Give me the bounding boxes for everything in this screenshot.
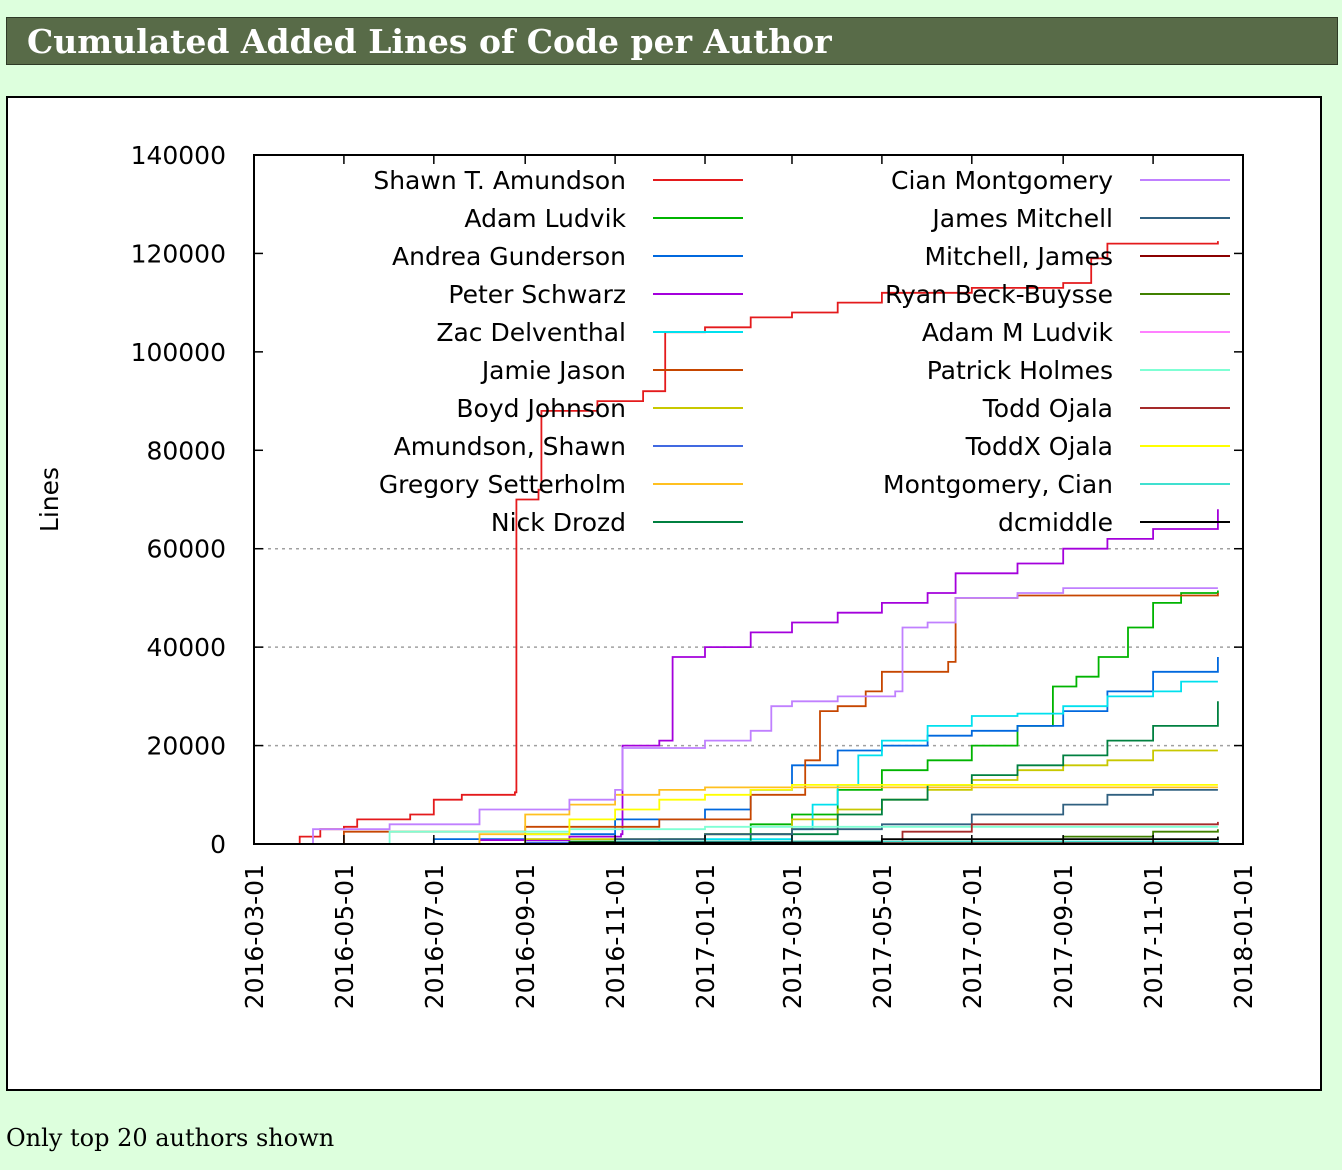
x-tick-label: 2016-07-01 xyxy=(420,864,449,1009)
y-tick-label: 20000 xyxy=(146,732,226,761)
x-tick-label: 2017-07-01 xyxy=(958,864,987,1009)
plot-frame: 0 20000 40000 60000 80000 100000 120000 140000 2… xyxy=(6,96,1322,1091)
y-tick-label: 120000 xyxy=(131,239,226,268)
series-line-5 xyxy=(274,593,1219,845)
x-tick-label: 2016-05-01 xyxy=(330,864,359,1009)
x-tick-label: 2018-01-01 xyxy=(1229,864,1258,1009)
legend-label: Patrick Holmes xyxy=(927,356,1113,385)
legend-label: Adam M Ludvik xyxy=(922,318,1114,347)
legend-label: Shawn T. Amundson xyxy=(373,166,626,195)
x-tick-label: 2017-03-01 xyxy=(778,864,807,1009)
legend-label: Jamie Jason xyxy=(480,356,626,385)
series-line-8 xyxy=(274,786,1218,845)
series-line-3 xyxy=(274,509,1219,845)
series-line-0 xyxy=(282,241,1219,845)
y-tick-label: 0 xyxy=(210,830,226,859)
legend-label: Andrea Gunderson xyxy=(392,242,626,271)
y-tick-label: 60000 xyxy=(146,535,226,564)
legend-label: Cian Montgomery xyxy=(891,166,1113,195)
legend-label: Montgomery, Cian xyxy=(883,470,1113,499)
x-tick-label: 2017-05-01 xyxy=(868,864,897,1009)
legend-label: Gregory Setterholm xyxy=(379,470,626,499)
page-heading: Cumulated Added Lines of Code per Author xyxy=(27,22,832,61)
legend-label: dcmiddle xyxy=(998,508,1113,537)
x-tick-label: 2017-01-01 xyxy=(691,864,720,1009)
y-tick-label: 140000 xyxy=(131,141,226,170)
x-tick-label: 2017-09-01 xyxy=(1049,864,1078,1009)
y-tick-label: 100000 xyxy=(131,338,226,367)
legend-label: Boyd Johnson xyxy=(456,394,626,423)
authors-note: Only top 20 authors shown xyxy=(6,1124,335,1152)
legend-label: Amundson, Shawn xyxy=(394,432,626,461)
page-header: Cumulated Added Lines of Code per Author xyxy=(6,17,1338,65)
x-tick-label: 2016-03-01 xyxy=(240,864,269,1009)
x-tick-label: 2017-11-01 xyxy=(1139,864,1168,1009)
series-line-10 xyxy=(282,587,1218,845)
y-tick-label: 80000 xyxy=(146,436,226,465)
series-line-11 xyxy=(274,789,1218,845)
plot-border xyxy=(253,154,1244,845)
legend-label: James Mitchell xyxy=(930,204,1113,233)
legend-label: Mitchell, James xyxy=(924,242,1113,271)
legend-label: Todd Ojala xyxy=(982,394,1113,423)
legend-label: ToddX Ojala xyxy=(965,432,1113,461)
series-line-1 xyxy=(274,590,1219,845)
series-line-17 xyxy=(274,784,1218,845)
y-tick-label: 40000 xyxy=(146,633,226,662)
legend-label: Nick Drozd xyxy=(491,508,626,537)
legend-label: Zac Delventhal xyxy=(436,318,626,347)
legend-label: Adam Ludvik xyxy=(464,204,626,233)
x-tick-label: 2016-11-01 xyxy=(601,864,630,1009)
series-line-9 xyxy=(274,701,1219,845)
y-axis-label: Lines xyxy=(35,467,64,532)
series-line-6 xyxy=(274,749,1218,845)
lines-of-code-chart: 0 20000 40000 60000 80000 100000 120000 140000 2… xyxy=(35,141,1258,1009)
x-tick-label: 2016-09-01 xyxy=(511,864,540,1009)
legend-label: Ryan Beck-Buysse xyxy=(885,280,1113,309)
legend-label: Peter Schwarz xyxy=(448,280,626,309)
